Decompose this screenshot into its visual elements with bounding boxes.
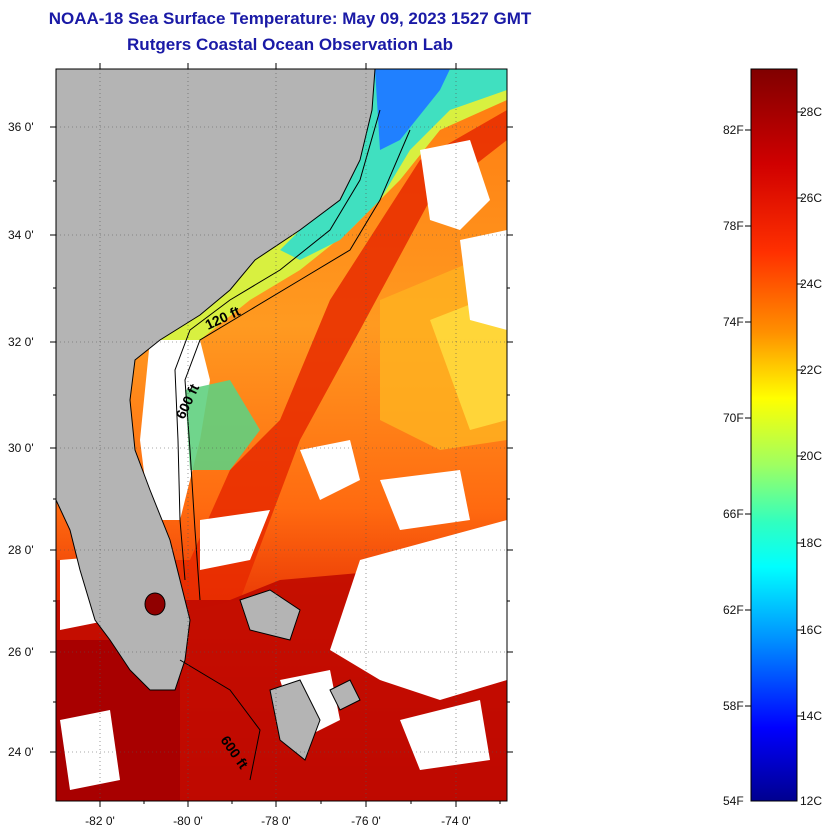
cloud-patch bbox=[380, 470, 470, 530]
bahamas-island bbox=[329, 679, 361, 711]
colorbar-label-f: 70F bbox=[723, 411, 744, 425]
lon-label: -76 0' bbox=[351, 814, 381, 828]
map-subtitle: Rutgers Coastal Ocean Observation Lab bbox=[127, 35, 453, 54]
yellow-patch-east bbox=[430, 290, 507, 430]
lon-label: -82 0' bbox=[85, 814, 115, 828]
colorbar-label-f: 78F bbox=[723, 219, 744, 233]
colorbar-label-f: 58F bbox=[723, 699, 744, 713]
colorbar-label-c: 16C bbox=[800, 623, 822, 637]
coldest-water bbox=[375, 69, 450, 150]
contour-600ft bbox=[184, 129, 411, 601]
colorbar bbox=[750, 68, 798, 802]
cloud-patch bbox=[420, 140, 490, 230]
bahamas-island bbox=[239, 589, 301, 641]
lat-label: 30 0' bbox=[8, 441, 34, 455]
cloud-patch bbox=[300, 440, 360, 500]
map-title: NOAA-18 Sea Surface Temperature: May 09,… bbox=[48, 9, 532, 28]
cloud-patch bbox=[460, 230, 507, 330]
cloud-patch bbox=[330, 520, 507, 700]
colorbar-label-f: 54F bbox=[723, 794, 744, 808]
land-southeast-us bbox=[56, 69, 376, 691]
cloud-cover-coast bbox=[140, 340, 210, 520]
contour-600ft-south bbox=[179, 659, 261, 781]
colorbar-label-c: 20C bbox=[800, 449, 822, 463]
colorbar-label-c: 12C bbox=[800, 794, 822, 808]
colorbar-label-c: 14C bbox=[800, 709, 822, 723]
colorbar-label-c: 28C bbox=[800, 105, 822, 119]
lon-ticks bbox=[99, 63, 501, 807]
lat-label: 36 0' bbox=[8, 120, 34, 134]
lon-label: -78 0' bbox=[261, 814, 291, 828]
lat-ticks bbox=[50, 126, 513, 753]
colorbar-label-f: 66F bbox=[723, 507, 744, 521]
gulf-stream-warm-band bbox=[56, 110, 507, 640]
lat-label: 28 0' bbox=[8, 543, 34, 557]
cloud-patch bbox=[60, 710, 120, 790]
colorbar-label-c: 18C bbox=[800, 536, 822, 550]
lat-label: 34 0' bbox=[8, 228, 34, 242]
colorbar-label-f: 62F bbox=[723, 603, 744, 617]
lat-label: 26 0' bbox=[8, 645, 34, 659]
cloud-patch bbox=[200, 510, 270, 570]
lat-label: 24 0' bbox=[8, 745, 34, 759]
lake-okeechobee bbox=[144, 592, 166, 616]
lon-label: -74 0' bbox=[441, 814, 471, 828]
cloud-patch bbox=[400, 700, 490, 770]
colorbar-label-c: 26C bbox=[800, 191, 822, 205]
contour-120ft bbox=[174, 109, 381, 581]
cold-shelf-water bbox=[280, 69, 507, 260]
lat-label: 32 0' bbox=[8, 335, 34, 349]
colorbar-ticks bbox=[745, 111, 803, 717]
map-area bbox=[56, 69, 507, 801]
lon-label: -80 0' bbox=[173, 814, 203, 828]
cool-coastal-patch bbox=[185, 380, 260, 470]
colorbar-label-c: 22C bbox=[800, 363, 822, 377]
bahamas-island bbox=[269, 679, 321, 761]
map-frame bbox=[55, 68, 508, 802]
colorbar-label-f: 74F bbox=[723, 315, 744, 329]
colorbar-label-f: 82F bbox=[723, 123, 744, 137]
colorbar-label-c: 24C bbox=[800, 277, 822, 291]
